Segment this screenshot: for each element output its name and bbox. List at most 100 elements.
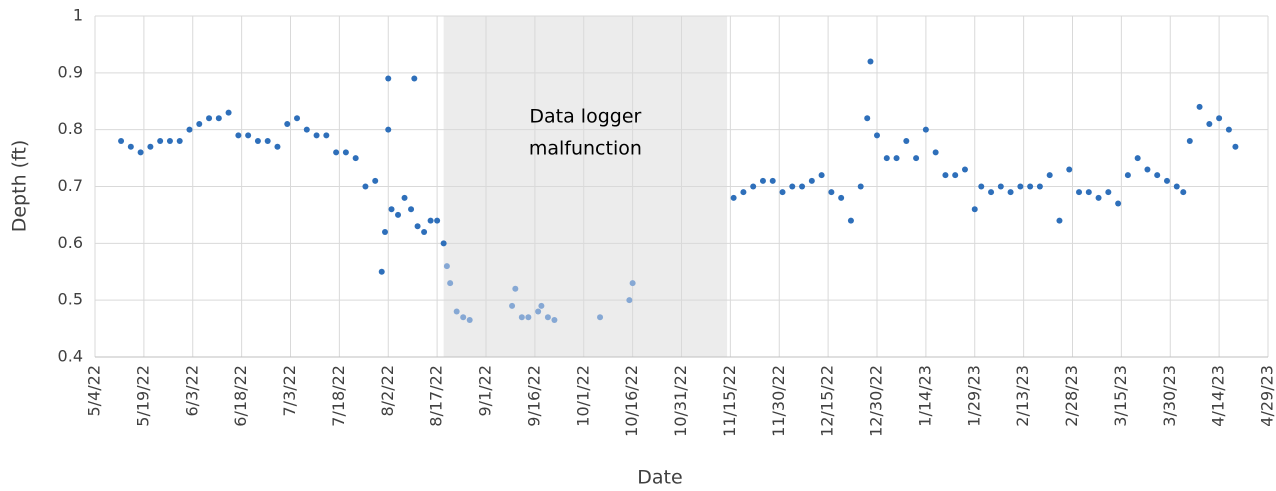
data-point xyxy=(118,138,125,145)
data-point xyxy=(518,314,525,321)
data-point xyxy=(1085,189,1092,196)
y-tick-label: 0.6 xyxy=(58,233,83,252)
data-point xyxy=(466,317,473,324)
data-point xyxy=(597,314,604,321)
data-point xyxy=(952,172,959,179)
data-point xyxy=(352,155,359,162)
data-point xyxy=(127,143,134,150)
data-point xyxy=(544,314,551,321)
data-point xyxy=(385,75,392,82)
x-tick-label: 11/15/22 xyxy=(720,365,739,437)
x-tick-label: 12/30/22 xyxy=(867,365,886,437)
data-point xyxy=(893,155,900,162)
data-point xyxy=(1173,183,1180,190)
data-point xyxy=(381,228,388,235)
data-point xyxy=(864,115,871,122)
data-point xyxy=(1076,189,1083,196)
y-tick-label: 0.7 xyxy=(58,176,83,195)
data-point xyxy=(186,126,193,133)
data-point xyxy=(1180,189,1187,196)
data-point xyxy=(874,132,880,139)
data-point xyxy=(388,206,395,213)
data-point xyxy=(342,149,349,156)
data-point xyxy=(512,285,519,292)
data-point xyxy=(447,280,454,287)
data-point xyxy=(971,206,978,213)
y-tick-label: 1 xyxy=(73,6,83,25)
data-point xyxy=(942,172,949,179)
data-point xyxy=(626,297,633,304)
data-point xyxy=(401,194,408,201)
data-point xyxy=(1007,189,1014,196)
data-point xyxy=(284,120,291,127)
data-point xyxy=(535,308,542,315)
data-point xyxy=(206,115,213,122)
data-point xyxy=(1056,217,1063,224)
data-point xyxy=(147,143,154,150)
x-tick-label: 1/14/23 xyxy=(915,365,934,427)
data-point xyxy=(808,177,815,184)
data-point xyxy=(538,302,545,309)
data-point xyxy=(759,177,766,184)
data-point xyxy=(427,217,434,224)
x-tick-label: 3/30/23 xyxy=(1160,365,1179,427)
y-tick-label: 0.5 xyxy=(58,290,83,309)
data-point xyxy=(1027,183,1034,190)
data-point xyxy=(1154,172,1161,179)
x-tick-label: 4/14/23 xyxy=(1209,365,1228,427)
data-point xyxy=(1105,189,1112,196)
data-point xyxy=(434,217,441,224)
x-tick-label: 7/3/22 xyxy=(280,365,299,417)
data-point xyxy=(509,302,516,309)
data-point xyxy=(1206,120,1213,127)
data-point xyxy=(750,183,757,190)
data-point xyxy=(225,109,232,116)
data-point xyxy=(362,183,369,190)
data-point xyxy=(453,308,460,315)
data-point xyxy=(196,120,203,127)
data-point xyxy=(883,155,890,162)
data-point xyxy=(779,189,786,196)
data-point xyxy=(408,206,415,213)
data-point xyxy=(988,189,995,196)
data-point xyxy=(440,240,447,247)
data-point xyxy=(421,228,428,235)
data-point xyxy=(1017,183,1024,190)
x-tick-label: 5/4/22 xyxy=(85,365,104,417)
data-point xyxy=(166,138,173,145)
x-tick-label: 3/15/23 xyxy=(1111,365,1130,427)
data-point xyxy=(847,217,854,224)
data-point xyxy=(1066,166,1073,173)
data-point xyxy=(215,115,222,122)
data-point xyxy=(176,138,183,145)
data-point xyxy=(867,58,874,65)
data-point xyxy=(137,149,144,156)
data-point xyxy=(932,149,939,156)
data-point xyxy=(1186,138,1193,145)
data-point xyxy=(323,132,330,139)
data-point xyxy=(818,172,825,179)
data-point xyxy=(789,183,796,190)
data-point xyxy=(828,189,835,196)
x-tick-label: 9/1/22 xyxy=(476,365,495,417)
data-point xyxy=(1196,103,1203,110)
data-point xyxy=(385,126,392,133)
data-point xyxy=(264,138,271,145)
data-point xyxy=(799,183,806,190)
x-tick-label: 12/15/22 xyxy=(818,365,837,437)
data-point xyxy=(629,280,636,287)
y-tick-label: 0.9 xyxy=(58,62,83,81)
x-tick-label: 1/29/23 xyxy=(964,365,983,427)
x-tick-label: 4/29/23 xyxy=(1258,365,1276,427)
data-point xyxy=(1163,177,1170,184)
x-tick-label: 2/28/23 xyxy=(1062,365,1081,427)
x-tick-label: 8/17/22 xyxy=(427,365,446,427)
data-point xyxy=(730,194,737,201)
data-point xyxy=(395,211,402,218)
x-tick-label: 10/16/22 xyxy=(622,365,641,437)
data-point xyxy=(245,132,252,139)
x-tick-label: 11/30/22 xyxy=(769,365,788,437)
data-point xyxy=(303,126,310,133)
data-point xyxy=(1046,172,1053,179)
